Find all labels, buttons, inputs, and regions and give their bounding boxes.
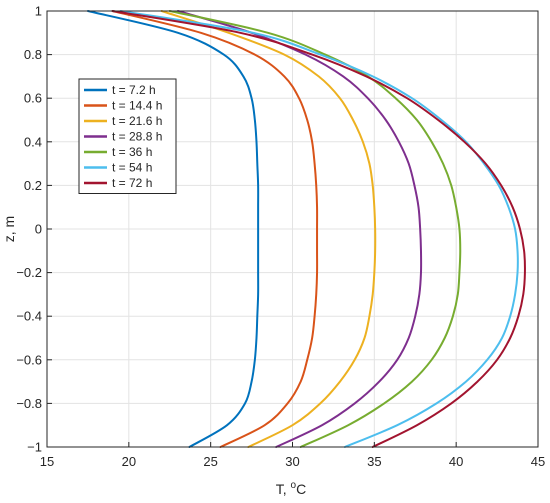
y-axis-label: z, m [1,216,17,242]
legend-label: t = 7.2 h [112,83,156,97]
x-tick-label: 15 [40,454,54,469]
legend-label: t = 21.6 h [112,114,162,128]
series-line-6 [119,10,519,448]
y-tick-label: 0.8 [24,47,42,62]
series-line-3 [160,10,377,448]
x-tick-label: 20 [122,454,136,469]
x-tick-label: 40 [449,454,463,469]
y-tick-label: −0.2 [16,265,42,280]
x-tick-label: 35 [367,454,381,469]
y-tick-label: 0.6 [24,91,42,106]
y-tick-label: 1 [35,4,42,19]
series-line-2 [111,10,319,448]
legend-label: t = 54 h [112,161,152,175]
y-tick-label: −0.8 [16,396,42,411]
legend-label: t = 14.4 h [112,99,162,113]
y-tick-label: 0.4 [24,134,42,149]
plot-border [46,10,539,448]
y-tick-label: −0.4 [16,309,42,324]
y-tick-label: −1 [27,440,42,455]
series-line-1 [86,10,260,448]
x-axis-label: T, oC [276,480,306,497]
y-tick-label: 0 [35,222,42,237]
x-axis-label-unit: C [296,481,306,497]
y-tick-label: 0.2 [24,178,42,193]
x-tick-label: 25 [203,454,217,469]
tick-labels: 15 20 25 30 35 40 45 −1 −0.8 −0.6 −0.4 −0.2 0 0.2 0.4 0… [16,4,545,470]
legend-label: t = 28.8 h [112,130,162,144]
x-axis-label-degree: o [291,480,297,491]
axes-frame [46,10,539,448]
series-line-4 [176,10,423,448]
y-tick-label: −0.6 [16,352,42,367]
x-axis-label-text: T, [276,481,291,497]
x-tick-label: 30 [285,454,299,469]
legend-label: t = 36 h [112,145,152,159]
series-lines [86,10,526,448]
legend: t = 7.2 ht = 14.4 ht = 21.6 ht = 28.8 ht… [78,78,177,194]
x-tick-label: 45 [531,454,545,469]
series-line-7 [111,10,526,448]
legend-label: t = 72 h [112,176,152,190]
